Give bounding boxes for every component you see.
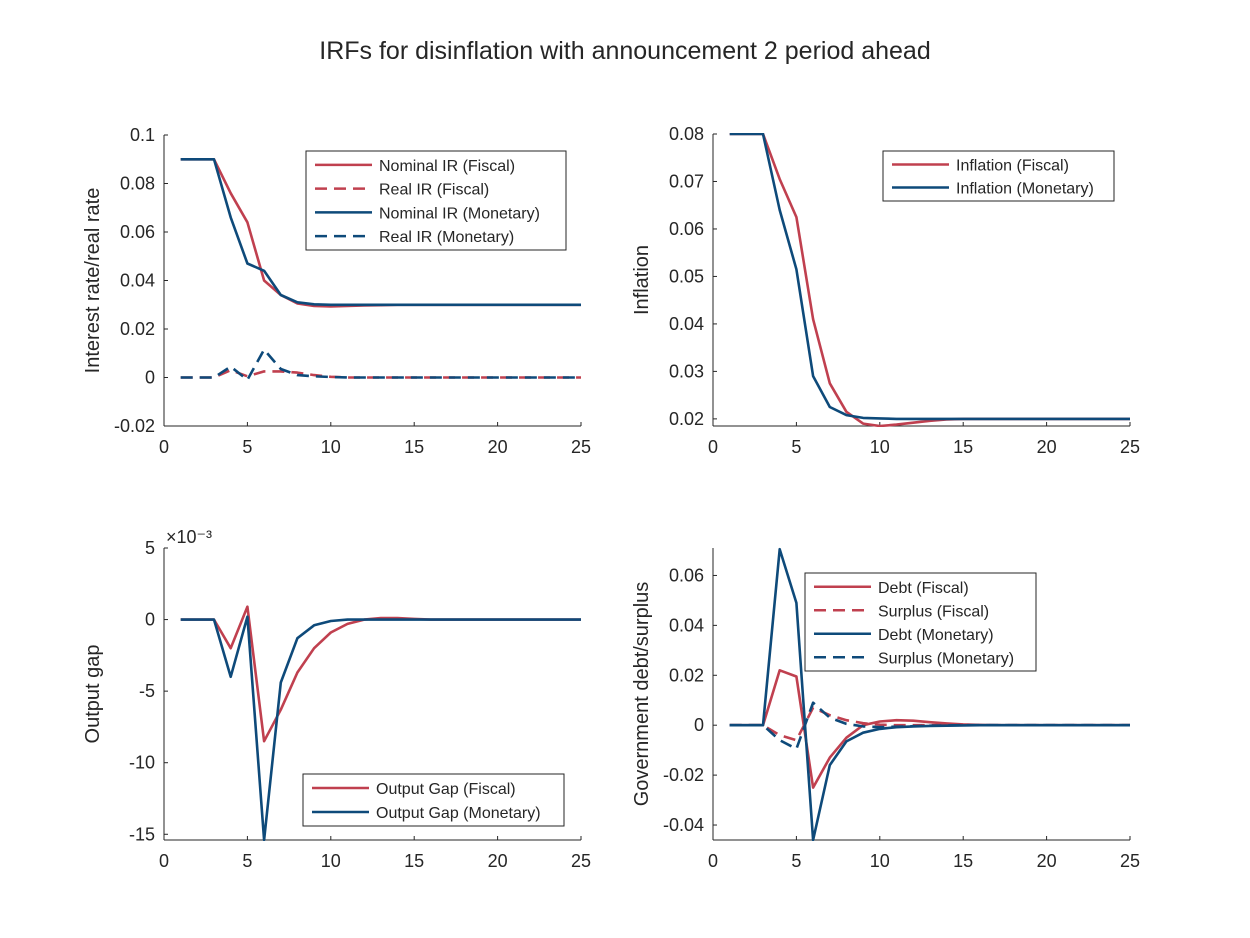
x-tick-label: 5: [242, 437, 252, 457]
y-tick-label: 0.03: [669, 361, 704, 381]
y-tick-label: 0: [145, 368, 155, 388]
series-lines: [729, 133, 1130, 427]
legend-label: Nominal IR (Monetary): [379, 205, 540, 222]
y-axis-label: Government debt/surplus: [631, 582, 653, 807]
series-line-3: [180, 348, 581, 382]
series-lines: [180, 605, 581, 841]
y-tick-label: 0.08: [669, 124, 704, 144]
x-tick-label: 5: [791, 437, 801, 457]
legend: Debt (Fiscal) Surplus (Fiscal) Debt (Monet…: [804, 572, 1037, 672]
x-tick-label: 20: [1037, 437, 1057, 457]
x-tick-label: 5: [242, 851, 252, 871]
series-line-0: [180, 605, 581, 743]
legend: Output Gap (Fiscal) Output Gap (Monetary): [302, 773, 565, 827]
legend-label: Surplus (Monetary): [878, 650, 1014, 667]
legend: Nominal IR (Fiscal) Real IR (Fiscal) Nomin…: [305, 150, 567, 251]
y-tick-label: 0.02: [669, 665, 704, 685]
x-tick-label: 0: [708, 851, 718, 871]
series-line-2: [180, 158, 581, 307]
y-tick-label: 0.04: [120, 271, 155, 291]
legend-label: Debt (Fiscal): [878, 580, 969, 597]
y-tick-label: 0.07: [669, 171, 704, 191]
y-tick-label: 5: [145, 538, 155, 558]
series-line-1: [180, 615, 581, 841]
x-tick-label: 10: [321, 437, 341, 457]
y-axis-label: Interest rate/real rate: [82, 188, 104, 374]
legend-box: [302, 773, 565, 827]
x-tick-label: 10: [321, 851, 341, 871]
legend-box: [804, 572, 1037, 672]
series-line-3: [729, 701, 1130, 751]
y-tick-label: -0.02: [114, 416, 155, 436]
x-tick-label: 20: [1037, 851, 1057, 871]
panel-bottom-right: 0 5 10 15 20 25 -0.04 -0.02 0 0.02 0.04 0.06 Governm…: [631, 547, 1140, 871]
y-tick-label: -0.02: [663, 765, 704, 785]
legend-label: Surplus (Fiscal): [878, 603, 989, 620]
x-tick-label: 0: [708, 437, 718, 457]
y-tick-label: 0: [694, 715, 704, 735]
panel-top-right: 0 5 10 15 20 25 0.02 0.03 0.04 0.05 0.06 0.07 0.08 In…: [631, 124, 1140, 457]
y-tick-label: 0: [145, 610, 155, 630]
subplot-grid: 0 5 10 15 20 25-0.0200.020.040.060.080.1Inter…: [82, 124, 1140, 871]
legend-box: [882, 150, 1115, 202]
x-tick-label: 15: [953, 851, 973, 871]
y-tick-label: 0.08: [120, 174, 155, 194]
y-tick-label: 0.06: [669, 219, 704, 239]
legend-label: Inflation (Fiscal): [956, 158, 1069, 175]
y-tick-label: -5: [139, 681, 155, 701]
y-axis-label: Inflation: [631, 245, 653, 315]
y-tick-label: -10: [129, 753, 155, 773]
y-tick-label: -0.04: [663, 815, 704, 835]
y-tick-label: 0.02: [669, 409, 704, 429]
y-tick-label: 0.04: [669, 615, 704, 635]
legend-label: Output Gap (Fiscal): [376, 781, 516, 798]
y-tick-label: 0.1: [130, 125, 155, 145]
legend-label: Output Gap (Monetary): [376, 805, 541, 822]
panel-top-left: 0 5 10 15 20 25-0.0200.020.040.060.080.1Inter…: [82, 125, 591, 457]
x-tick-label: 10: [870, 437, 890, 457]
legend-label: Debt (Monetary): [878, 627, 994, 644]
x-tick-label: 25: [1120, 851, 1140, 871]
y-tick-label: 0.04: [669, 314, 704, 334]
legend-label: Real IR (Monetary): [379, 229, 514, 246]
y-tick-label: -15: [129, 824, 155, 844]
x-tick-label: 25: [571, 437, 591, 457]
y-axis-label: Output gap: [82, 645, 104, 744]
legend-label: Real IR (Fiscal): [379, 182, 489, 199]
x-tick-label: 25: [571, 851, 591, 871]
x-tick-label: 10: [870, 851, 890, 871]
x-tick-label: 0: [159, 437, 169, 457]
y-tick-label: 0.06: [669, 565, 704, 585]
legend-label: Inflation (Monetary): [956, 181, 1094, 198]
x-tick-label: 15: [404, 851, 424, 871]
x-tick-label: 5: [791, 851, 801, 871]
y-tick-label: 0.05: [669, 266, 704, 286]
series-line-0: [729, 668, 1130, 789]
x-tick-label: 15: [404, 437, 424, 457]
legend-box: [305, 150, 567, 251]
panel-bottom-left: 0 5 10 15 20 25 -15 -10 -5 0 5 ×10⁻³ Output gap Outpu…: [82, 527, 591, 871]
y-exponent-label: ×10⁻³: [166, 527, 212, 547]
x-tick-label: 20: [488, 437, 508, 457]
legend-label: Nominal IR (Fiscal): [379, 158, 515, 175]
x-tick-label: 25: [1120, 437, 1140, 457]
series-line-1: [729, 133, 1130, 421]
x-tick-label: 15: [953, 437, 973, 457]
figure-title: IRFs for disinflation with announcement …: [319, 37, 930, 65]
y-tick-label: 0.06: [120, 222, 155, 242]
y-tick-label: 0.02: [120, 319, 155, 339]
series-lines: [180, 158, 581, 382]
x-tick-label: 20: [488, 851, 508, 871]
legend: Inflation (Fiscal) Inflation (Monetary): [882, 150, 1115, 202]
x-tick-label: 0: [159, 851, 169, 871]
series-lines: [729, 547, 1130, 841]
